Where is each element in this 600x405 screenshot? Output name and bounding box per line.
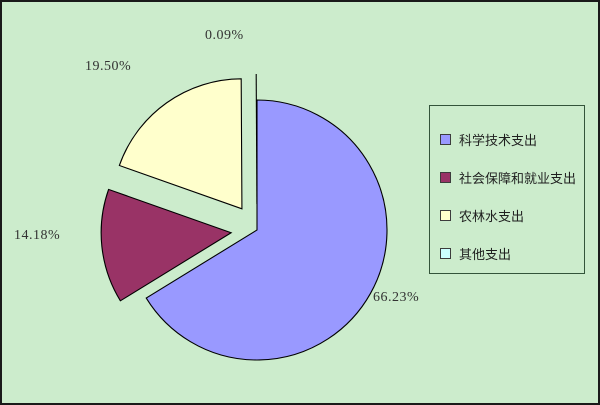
legend-item-agriculture[interactable]: 农林水支出 — [440, 196, 584, 234]
legend-label-agriculture: 农林水支出 — [459, 209, 525, 225]
legend-label-other: 其他支出 — [459, 247, 512, 263]
legend-swatch-icon-social — [440, 171, 451, 183]
pie-slices — [100, 73, 388, 361]
legend-label-social: 社会保障和就业支出 — [459, 171, 577, 187]
data-label-agriculture: 19.50% — [85, 59, 132, 74]
legend-label-science: 科学技术支出 — [459, 133, 538, 149]
legend-item-social[interactable]: 社会保障和就业支出 — [440, 158, 584, 196]
chart-legend: 科学技术支出 社会保障和就业支出 农林水支出 其他支出 — [429, 105, 585, 274]
data-label-social: 14.18% — [14, 228, 61, 243]
pie-slice-science[interactable] — [145, 99, 388, 361]
data-label-science: 66.23% — [373, 290, 420, 305]
pie-slice-social[interactable] — [100, 188, 233, 302]
legend-item-other[interactable]: 其他支出 — [440, 234, 584, 272]
legend-swatch-icon-science — [440, 133, 451, 145]
legend-swatch-icon-other — [440, 247, 451, 259]
pie-slice-agriculture[interactable] — [118, 78, 243, 210]
legend-swatch-icon-agriculture — [440, 209, 451, 221]
data-label-other: 0.09% — [205, 28, 244, 43]
legend-item-science[interactable]: 科学技术支出 — [440, 120, 584, 158]
pie-slice-other[interactable] — [255, 73, 258, 205]
